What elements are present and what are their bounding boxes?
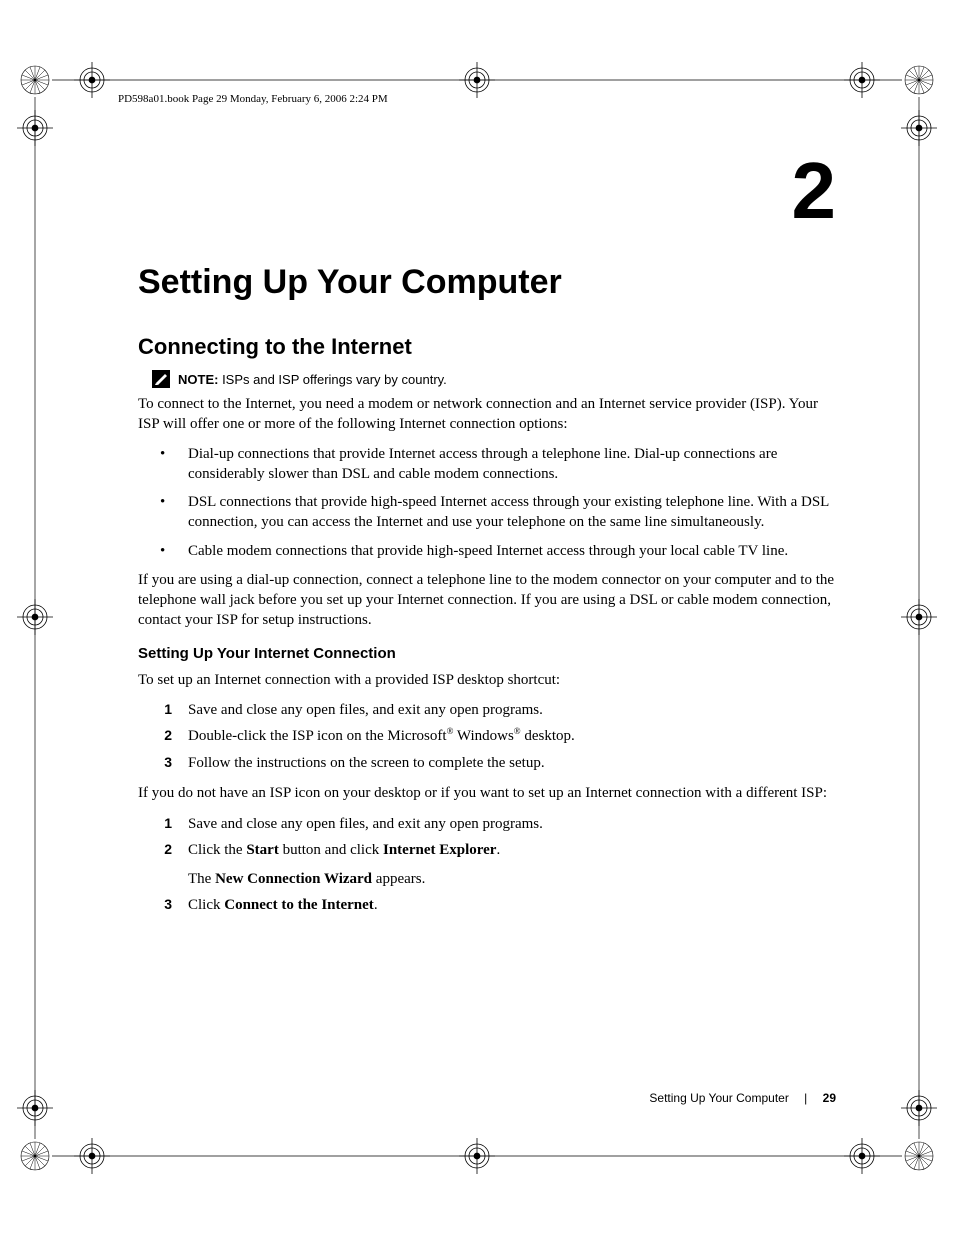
list-item: Cable modem connections that provide hig… (138, 541, 838, 561)
note-label: NOTE: (178, 372, 218, 387)
list-item: Dial-up connections that provide Interne… (138, 444, 838, 485)
step-text: Click the Start button and click Interne… (188, 842, 500, 858)
step-sub-text: The New Connection Wizard appears. (188, 868, 838, 891)
list-item: 1 Save and close any open files, and exi… (138, 699, 838, 722)
section-intro: To connect to the Internet, you need a m… (138, 394, 838, 435)
list-item: 2 Double-click the ISP icon on the Micro… (138, 725, 838, 748)
step-text: Double-click the ISP icon on the Microso… (188, 728, 575, 744)
note-row: NOTE: ISPs and ISP offerings vary by cou… (152, 370, 838, 388)
page-footer: Setting Up Your Computer | 29 (649, 1091, 836, 1105)
subsection-title: Setting Up Your Internet Connection (138, 645, 838, 662)
list-item: 3 Click Connect to the Internet. (138, 894, 838, 917)
step-number: 1 (152, 813, 172, 834)
step-number: 3 (152, 752, 172, 773)
note-icon (152, 370, 170, 388)
list-item: 1 Save and close any open files, and exi… (138, 813, 838, 836)
subsection-mid: If you do not have an ISP icon on your d… (138, 783, 838, 803)
connection-types-list: Dial-up connections that provide Interne… (138, 444, 838, 561)
steps-list-2: 1 Save and close any open files, and exi… (138, 813, 838, 917)
footer-separator: | (804, 1091, 807, 1105)
step-text: Follow the instructions on the screen to… (188, 755, 545, 771)
chapter-title: Setting Up Your Computer (138, 263, 838, 302)
list-item: 2 Click the Start button and click Inter… (138, 839, 838, 890)
chapter-number: 2 (792, 145, 837, 237)
step-number: 2 (152, 725, 172, 746)
step-text: Save and close any open files, and exit … (188, 816, 543, 832)
note-body: ISPs and ISP offerings vary by country. (218, 372, 446, 387)
section-title: Connecting to the Internet (138, 334, 838, 360)
section-after-bullets: If you are using a dial-up connection, c… (138, 570, 838, 631)
list-item: 3 Follow the instructions on the screen … (138, 752, 838, 775)
footer-label: Setting Up Your Computer (649, 1091, 788, 1105)
note-text: NOTE: ISPs and ISP offerings vary by cou… (178, 372, 447, 387)
step-number: 2 (152, 839, 172, 860)
step-number: 3 (152, 894, 172, 915)
subsection-intro: To set up an Internet connection with a … (138, 670, 838, 690)
list-item: DSL connections that provide high-speed … (138, 492, 838, 533)
page-number: 29 (823, 1091, 836, 1105)
step-number: 1 (152, 699, 172, 720)
page-content: Setting Up Your Computer Connecting to t… (138, 263, 838, 926)
step-text: Save and close any open files, and exit … (188, 702, 543, 718)
running-head: PD598a01.book Page 29 Monday, February 6… (118, 93, 388, 105)
step-text: Click Connect to the Internet. (188, 897, 378, 913)
steps-list-1: 1 Save and close any open files, and exi… (138, 699, 838, 775)
